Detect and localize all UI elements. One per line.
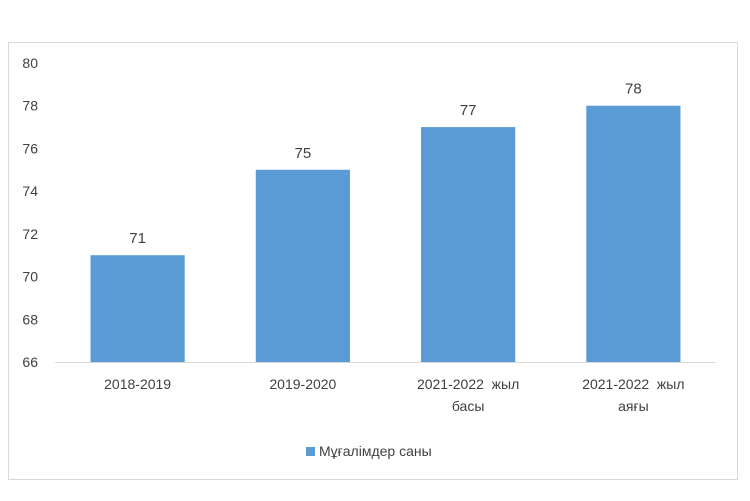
- x-tick-label: 2019-2020: [269, 376, 336, 392]
- bar: [586, 105, 681, 362]
- y-tick-label: 80: [22, 55, 38, 71]
- x-tick-label: 2021-2022 жыл: [417, 376, 519, 392]
- y-tick-label: 78: [22, 98, 38, 114]
- x-tick-label: 2021-2022 жыл: [582, 376, 684, 392]
- bar: [255, 169, 350, 362]
- x-tick-label: аяғы: [618, 398, 649, 414]
- bar: [90, 255, 185, 362]
- y-tick-label: 74: [22, 183, 38, 199]
- legend-swatch: [306, 446, 315, 456]
- data-label: 78: [625, 81, 642, 98]
- x-tick-label: басы: [452, 398, 485, 414]
- y-tick-label: 72: [22, 226, 38, 242]
- x-tick-label: 2018-2019: [104, 376, 171, 392]
- legend-label: Мұғалімдер саны: [319, 443, 432, 459]
- y-tick-label: 70: [22, 269, 38, 285]
- y-tick-label: 66: [22, 354, 38, 370]
- y-tick-label: 76: [22, 140, 38, 156]
- legend: Мұғалімдер саны: [306, 442, 432, 460]
- data-label: 77: [460, 102, 477, 119]
- y-tick-label: 68: [22, 311, 38, 327]
- data-label: 71: [129, 230, 146, 247]
- bar: [421, 127, 516, 362]
- data-label: 75: [295, 145, 312, 162]
